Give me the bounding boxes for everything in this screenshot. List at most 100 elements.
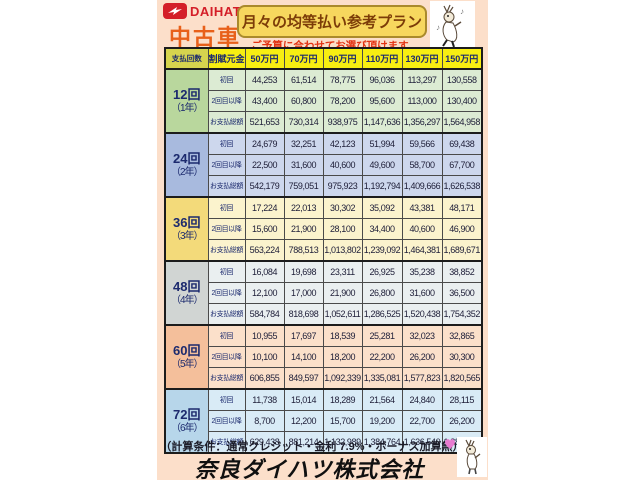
amount-cell: 32,865 bbox=[441, 324, 483, 347]
amount-cell: 15,600 bbox=[244, 218, 285, 240]
column-header: 110万円 bbox=[361, 47, 403, 70]
table-row: 36回 （3年） 初回 17,224 22,013 30,302 35,092 43,381 4… bbox=[164, 196, 483, 262]
payment-table: 支払回数 割賦元金 50万円 70万円 90万円 110万円 130万円 150万円 12回（… bbox=[164, 47, 484, 454]
table-row: 2回目以降 12,100 17,000 21,900 26,800 31,600 36,50… bbox=[165, 282, 483, 304]
amount-cell: 606,855 bbox=[244, 367, 285, 390]
table-row: お支払総額 521,653 730,314 938,975 1,147,636 1,356… bbox=[165, 111, 483, 134]
amount-cell: 1,147,636 bbox=[361, 111, 403, 134]
amount-cell: 849,597 bbox=[283, 367, 324, 390]
amount-cell: 15,700 bbox=[322, 410, 363, 432]
column-header: 割賦元金 bbox=[207, 47, 246, 70]
amount-cell: 1,689,671 bbox=[441, 239, 483, 262]
amount-cell: 1,192,794 bbox=[361, 175, 403, 198]
table-row: お支払総額 629,438 881,214 1,132,989 1,384,764 1,6… bbox=[165, 431, 483, 454]
amount-cell: 22,200 bbox=[361, 346, 403, 368]
amount-cell: 28,100 bbox=[322, 218, 363, 240]
amount-cell: 46,900 bbox=[441, 218, 483, 240]
row-label-cell: お支払総額 bbox=[207, 431, 246, 454]
amount-cell: 18,289 bbox=[322, 388, 363, 411]
amount-cell: 1,356,297 bbox=[401, 111, 443, 134]
column-header: 90万円 bbox=[322, 47, 363, 70]
amount-cell: 1,335,081 bbox=[361, 367, 403, 390]
amount-cell: 1,052,611 bbox=[322, 303, 363, 326]
table-row: 2回目以降 43,400 60,800 78,200 95,600 113,000 130,… bbox=[165, 90, 483, 112]
brand-block: DAIHATSU 中古車 bbox=[163, 3, 260, 52]
payment-count-cell: 72回 （6年） bbox=[164, 388, 209, 454]
amount-cell: 1,520,438 bbox=[401, 303, 443, 326]
deer-mascot-top-icon: ♪ ♪ bbox=[430, 1, 475, 52]
amount-cell: 14,100 bbox=[283, 346, 324, 368]
amount-cell: 25,281 bbox=[361, 324, 403, 347]
amount-cell: 1,564,958 bbox=[441, 111, 483, 134]
amount-cell: 1,577,823 bbox=[401, 367, 443, 390]
heart-icon bbox=[445, 439, 455, 449]
amount-cell: 31,600 bbox=[401, 282, 443, 304]
row-label-cell: 2回目以降 bbox=[207, 218, 246, 240]
table-row: 2回目以降 8,700 12,200 15,700 19,200 22,700 26,200 bbox=[165, 410, 483, 432]
row-label-cell: 初回 bbox=[207, 68, 246, 91]
amount-cell: 1,239,092 bbox=[361, 239, 403, 262]
column-header: 50万円 bbox=[244, 47, 285, 70]
row-label-cell: お支払総額 bbox=[207, 111, 246, 134]
amount-cell: 78,200 bbox=[322, 90, 363, 112]
row-label-cell: 2回目以降 bbox=[207, 154, 246, 176]
amount-cell: 521,653 bbox=[244, 111, 285, 134]
amount-cell: 49,600 bbox=[361, 154, 403, 176]
amount-cell: 19,698 bbox=[283, 260, 324, 283]
payment-count-cell: 60回 （5年） bbox=[164, 324, 209, 390]
deer-icon bbox=[457, 437, 487, 477]
amount-cell: 21,900 bbox=[322, 282, 363, 304]
amount-cell: 12,200 bbox=[283, 410, 324, 432]
amount-cell: 15,014 bbox=[283, 388, 324, 411]
row-label-cell: 初回 bbox=[207, 260, 246, 283]
row-label-cell: 初回 bbox=[207, 388, 246, 411]
amount-cell: 881,214 bbox=[283, 431, 324, 454]
amount-cell: 35,092 bbox=[361, 196, 403, 219]
amount-cell: 31,600 bbox=[283, 154, 324, 176]
amount-cell: 26,800 bbox=[361, 282, 403, 304]
amount-cell: 542,179 bbox=[244, 175, 285, 198]
amount-cell: 40,600 bbox=[401, 218, 443, 240]
amount-cell: 1,464,381 bbox=[401, 239, 443, 262]
amount-cell: 21,564 bbox=[361, 388, 403, 411]
column-header: 130万円 bbox=[401, 47, 443, 70]
amount-cell: 38,852 bbox=[441, 260, 483, 283]
deer-mascot-bottom bbox=[443, 437, 487, 477]
row-label-cell: 初回 bbox=[207, 132, 246, 155]
amount-cell: 1,132,989 bbox=[322, 431, 363, 454]
column-header: 70万円 bbox=[283, 47, 324, 70]
row-label-cell: お支払総額 bbox=[207, 239, 246, 262]
table-row: 72回 （6年） 初回 11,738 15,014 18,289 21,564 24,840 2… bbox=[164, 388, 483, 454]
daihatsu-logo-icon bbox=[163, 3, 187, 19]
amount-cell: 16,084 bbox=[244, 260, 285, 283]
company-name: 奈良ダイハツ株式会社 bbox=[194, 457, 425, 482]
used-car-label: 中古車 bbox=[169, 25, 242, 50]
amount-cell: 1,626,538 bbox=[441, 175, 483, 198]
amount-cell: 58,700 bbox=[401, 154, 443, 176]
amount-cell: 69,438 bbox=[441, 132, 483, 155]
amount-cell: 43,400 bbox=[244, 90, 285, 112]
amount-cell: 17,000 bbox=[283, 282, 324, 304]
amount-cell: 11,738 bbox=[244, 388, 285, 411]
amount-cell: 1,409,666 bbox=[401, 175, 443, 198]
amount-cell: 18,539 bbox=[322, 324, 363, 347]
amount-cell: 36,500 bbox=[441, 282, 483, 304]
amount-cell: 1,092,339 bbox=[322, 367, 363, 390]
payment-count-cell: 48回 （4年） bbox=[164, 260, 209, 326]
amount-cell: 48,171 bbox=[441, 196, 483, 219]
table-row: 2回目以降 10,100 14,100 18,200 22,200 26,200 30,30… bbox=[165, 346, 483, 368]
amount-cell: 21,900 bbox=[283, 218, 324, 240]
page-title: 月々の均等払い参考プラン bbox=[237, 5, 427, 38]
amount-cell: 22,013 bbox=[283, 196, 324, 219]
amount-cell: 43,381 bbox=[401, 196, 443, 219]
column-header: 150万円 bbox=[441, 47, 483, 70]
amount-cell: 67,700 bbox=[441, 154, 483, 176]
amount-cell: 113,000 bbox=[401, 90, 443, 112]
amount-cell: 44,253 bbox=[244, 68, 285, 91]
payment-count-cell: 24回 （2年） bbox=[164, 132, 209, 198]
amount-cell: 95,600 bbox=[361, 90, 403, 112]
row-label-cell: お支払総額 bbox=[207, 303, 246, 326]
table-row: 12回 （1年） 初回 44,253 61,514 78,775 96,036 113,297… bbox=[164, 68, 483, 134]
row-label-cell: 2回目以降 bbox=[207, 282, 246, 304]
amount-cell: 61,514 bbox=[283, 68, 324, 91]
